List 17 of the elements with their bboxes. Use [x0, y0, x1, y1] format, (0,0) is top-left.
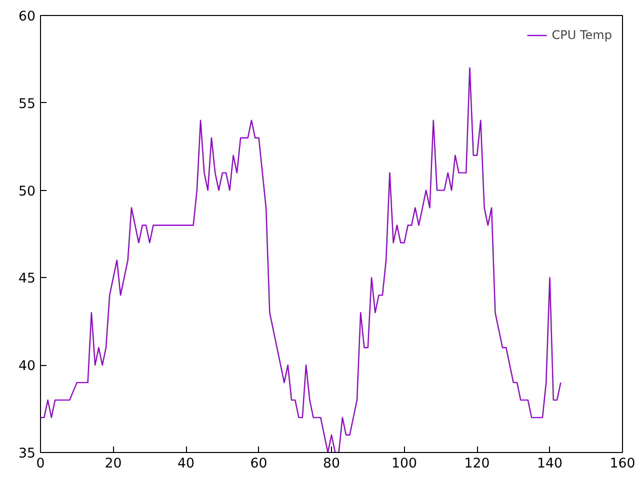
- x-tick-label: 80: [323, 456, 340, 472]
- x-tick-label: 0: [36, 456, 45, 472]
- y-tick-label: 35: [18, 446, 36, 462]
- x-tick-label: 160: [610, 456, 636, 472]
- x-tick-label: 100: [392, 456, 417, 472]
- legend-label: CPU Temp: [552, 28, 612, 42]
- x-tick-label: 120: [464, 456, 490, 472]
- x-tick-label: 20: [104, 456, 122, 472]
- y-tick-label: 50: [18, 184, 36, 200]
- x-tick-label: 60: [250, 456, 268, 472]
- y-tick-label: 60: [18, 10, 36, 24]
- y-tick-label: 40: [18, 359, 36, 374]
- y-tick-label: 55: [18, 96, 36, 112]
- x-tick-label: 40: [178, 456, 194, 472]
- y-tick-label: 45: [18, 272, 36, 287]
- x-tick-label: 140: [537, 456, 562, 472]
- line-series: [40, 67, 562, 452]
